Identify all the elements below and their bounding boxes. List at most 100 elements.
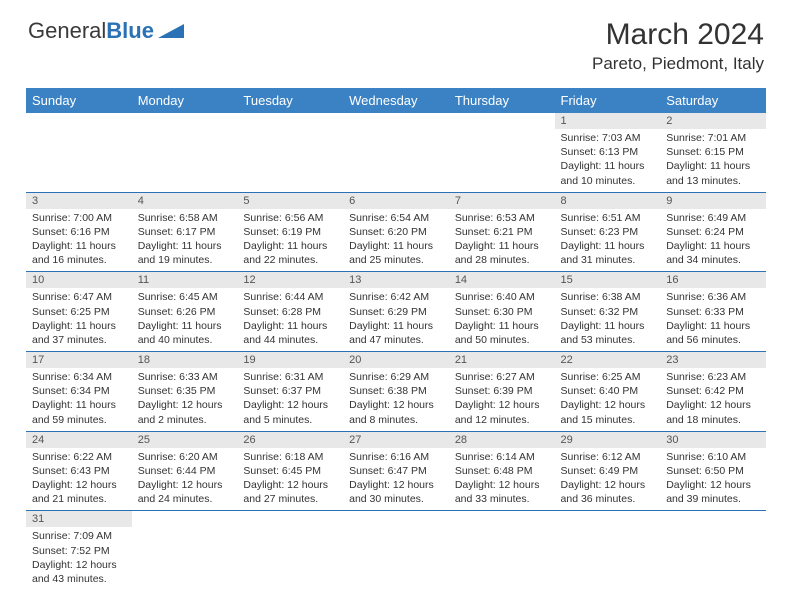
- daylight-line: Daylight: 12 hours and 27 minutes.: [243, 478, 337, 506]
- daylight-line: Daylight: 11 hours and 28 minutes.: [455, 239, 549, 267]
- daylight-line: Daylight: 11 hours and 22 minutes.: [243, 239, 337, 267]
- day-number: 18: [132, 352, 238, 368]
- sunset-line: Sunset: 6:45 PM: [243, 464, 337, 478]
- sunrise-line: Sunrise: 6:34 AM: [32, 370, 126, 384]
- calendar-cell: [660, 511, 766, 590]
- daylight-line: Daylight: 11 hours and 53 minutes.: [561, 319, 655, 347]
- daylight-line: Daylight: 11 hours and 56 minutes.: [666, 319, 760, 347]
- calendar-cell: 13 Sunrise: 6:42 AMSunset: 6:29 PMDayligh…: [343, 272, 449, 352]
- sunrise-line: Sunrise: 6:44 AM: [243, 290, 337, 304]
- day-number: 22: [555, 352, 661, 368]
- sunset-line: Sunset: 6:19 PM: [243, 225, 337, 239]
- sunset-line: Sunset: 6:38 PM: [349, 384, 443, 398]
- day-number: 21: [449, 352, 555, 368]
- day-details: Sunrise: 7:03 AMSunset: 6:13 PMDaylight:…: [555, 129, 661, 192]
- brand-part2: Blue: [106, 18, 154, 44]
- day-details: Sunrise: 7:01 AMSunset: 6:15 PMDaylight:…: [660, 129, 766, 192]
- calendar-cell: 16Sunrise: 6:36 AMSunset: 6:33 PMDayligh…: [660, 272, 766, 352]
- day-number: 30: [660, 432, 766, 448]
- day-details: Sunrise: 6:25 AMSunset: 6:40 PMDaylight:…: [555, 368, 661, 431]
- sunset-line: Sunset: 6:39 PM: [455, 384, 549, 398]
- day-number: 23: [660, 352, 766, 368]
- day-number: 16: [660, 272, 766, 288]
- daylight-line: Daylight: 12 hours and 30 minutes.: [349, 478, 443, 506]
- sunrise-line: Sunrise: 6:20 AM: [138, 450, 232, 464]
- day-number: 19: [237, 352, 343, 368]
- calendar-cell: 7Sunrise: 6:53 AMSunset: 6:21 PMDaylight…: [449, 192, 555, 272]
- sunset-line: Sunset: 6:13 PM: [561, 145, 655, 159]
- calendar-cell: [343, 511, 449, 590]
- sunset-line: Sunset: 6:34 PM: [32, 384, 126, 398]
- day-details: Sunrise: 6:49 AMSunset: 6:24 PMDaylight:…: [660, 209, 766, 272]
- sunrise-line: Sunrise: 6:22 AM: [32, 450, 126, 464]
- sunrise-line: Sunrise: 6:27 AM: [455, 370, 549, 384]
- sunrise-line: Sunrise: 6:51 AM: [561, 211, 655, 225]
- day-number: 31: [26, 511, 132, 527]
- day-details: Sunrise: 6:56 AMSunset: 6:19 PMDaylight:…: [237, 209, 343, 272]
- day-details: Sunrise: 6:54 AMSunset: 6:20 PMDaylight:…: [343, 209, 449, 272]
- sunrise-line: Sunrise: 6:29 AM: [349, 370, 443, 384]
- day-number: 28: [449, 432, 555, 448]
- daylight-line: Daylight: 12 hours and 36 minutes.: [561, 478, 655, 506]
- calendar-cell: [237, 113, 343, 192]
- sunrise-line: Sunrise: 7:03 AM: [561, 131, 655, 145]
- day-details: Sunrise: 6:14 AMSunset: 6:48 PMDaylight:…: [449, 448, 555, 511]
- sunset-line: Sunset: 6:29 PM: [349, 305, 443, 319]
- sunrise-line: Sunrise: 6:40 AM: [455, 290, 549, 304]
- daylight-line: Daylight: 11 hours and 59 minutes.: [32, 398, 126, 426]
- daylight-line: Daylight: 11 hours and 25 minutes.: [349, 239, 443, 267]
- daylight-line: Daylight: 11 hours and 50 minutes.: [455, 319, 549, 347]
- calendar-cell: 23Sunrise: 6:23 AMSunset: 6:42 PMDayligh…: [660, 352, 766, 432]
- day-number: 13: [343, 272, 449, 288]
- daylight-line: Daylight: 11 hours and 10 minutes.: [561, 159, 655, 187]
- sunrise-line: Sunrise: 6:53 AM: [455, 211, 549, 225]
- calendar-cell: 6Sunrise: 6:54 AMSunset: 6:20 PMDaylight…: [343, 192, 449, 272]
- sunrise-line: Sunrise: 6:38 AM: [561, 290, 655, 304]
- day-number: 29: [555, 432, 661, 448]
- sunset-line: Sunset: 7:52 PM: [32, 544, 126, 558]
- sunset-line: Sunset: 6:15 PM: [666, 145, 760, 159]
- calendar-cell: 20Sunrise: 6:29 AMSunset: 6:38 PMDayligh…: [343, 352, 449, 432]
- calendar-cell: 31 Sunrise: 7:09 AMSunset: 7:52 PMDayligh…: [26, 511, 132, 590]
- day-number: 27: [343, 432, 449, 448]
- sunset-line: Sunset: 6:35 PM: [138, 384, 232, 398]
- day-details: Sunrise: 6:20 AMSunset: 6:44 PMDaylight:…: [132, 448, 238, 511]
- day-details: Sunrise: 6:53 AMSunset: 6:21 PMDaylight:…: [449, 209, 555, 272]
- day-number: 20: [343, 352, 449, 368]
- calendar-cell: 14Sunrise: 6:40 AMSunset: 6:30 PMDayligh…: [449, 272, 555, 352]
- calendar-row: 10Sunrise: 6:47 AMSunset: 6:25 PMDayligh…: [26, 272, 766, 352]
- day-details: Sunrise: 6:36 AMSunset: 6:33 PMDaylight:…: [660, 288, 766, 351]
- day-details: Sunrise: 6:23 AMSunset: 6:42 PMDaylight:…: [660, 368, 766, 431]
- sunrise-line: Sunrise: 6:33 AM: [138, 370, 232, 384]
- weekday-header: Saturday: [660, 88, 766, 113]
- sunrise-line: Sunrise: 7:00 AM: [32, 211, 126, 225]
- daylight-line: Daylight: 11 hours and 47 minutes.: [349, 319, 443, 347]
- day-details: Sunrise: 6:44 AMSunset: 6:28 PMDaylight:…: [237, 288, 343, 351]
- day-number: 25: [132, 432, 238, 448]
- calendar-cell: 2Sunrise: 7:01 AMSunset: 6:15 PMDaylight…: [660, 113, 766, 192]
- day-details: Sunrise: 6:33 AMSunset: 6:35 PMDaylight:…: [132, 368, 238, 431]
- day-details: Sunrise: 6:22 AMSunset: 6:43 PMDaylight:…: [26, 448, 132, 511]
- day-details: Sunrise: 6:38 AMSunset: 6:32 PMDaylight:…: [555, 288, 661, 351]
- daylight-line: Daylight: 11 hours and 13 minutes.: [666, 159, 760, 187]
- day-number: 7: [449, 193, 555, 209]
- sunrise-line: Sunrise: 6:45 AM: [138, 290, 232, 304]
- calendar-table: Sunday Monday Tuesday Wednesday Thursday…: [26, 88, 766, 590]
- day-number: 5: [237, 193, 343, 209]
- sunset-line: Sunset: 6:40 PM: [561, 384, 655, 398]
- calendar-cell: 5Sunrise: 6:56 AMSunset: 6:19 PMDaylight…: [237, 192, 343, 272]
- day-number: 8: [555, 193, 661, 209]
- calendar-cell: 10Sunrise: 6:47 AMSunset: 6:25 PMDayligh…: [26, 272, 132, 352]
- brand-part1: General: [28, 18, 106, 44]
- calendar-cell: [237, 511, 343, 590]
- sunset-line: Sunset: 6:49 PM: [561, 464, 655, 478]
- sunrise-line: Sunrise: 6:42 AM: [349, 290, 443, 304]
- daylight-line: Daylight: 12 hours and 43 minutes.: [32, 558, 126, 586]
- sunset-line: Sunset: 6:24 PM: [666, 225, 760, 239]
- sunrise-line: Sunrise: 6:23 AM: [666, 370, 760, 384]
- day-details: Sunrise: 6:18 AMSunset: 6:45 PMDaylight:…: [237, 448, 343, 511]
- sunrise-line: Sunrise: 7:09 AM: [32, 529, 126, 543]
- logo-triangle-icon: [158, 18, 184, 44]
- day-number: 11: [132, 272, 238, 288]
- daylight-line: Daylight: 12 hours and 21 minutes.: [32, 478, 126, 506]
